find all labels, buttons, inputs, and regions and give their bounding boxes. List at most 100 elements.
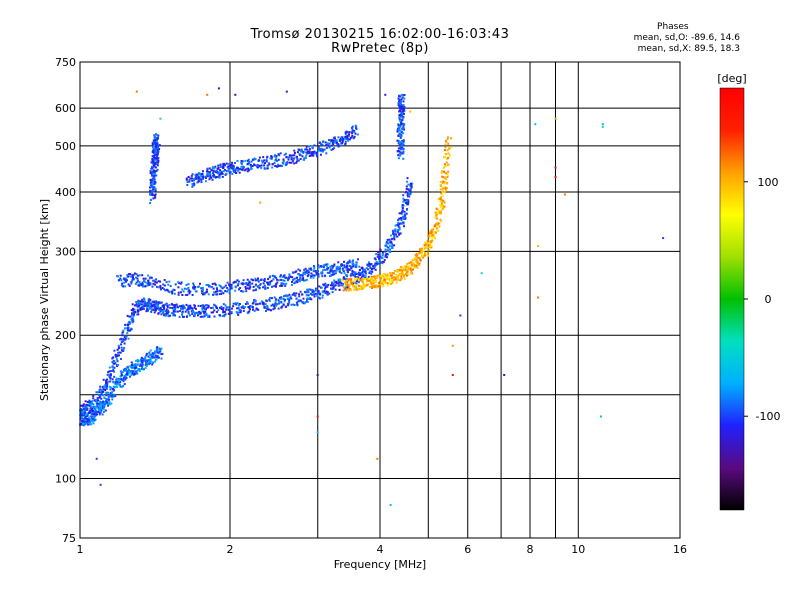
data-point: [334, 137, 336, 140]
data-point: [339, 281, 342, 284]
data-point: [147, 298, 150, 301]
data-point: [271, 303, 274, 306]
data-point: [203, 293, 206, 296]
x-tick-label: 6: [464, 543, 471, 556]
data-point: [215, 311, 218, 313]
data-point: [206, 290, 209, 293]
data-point: [252, 301, 255, 304]
data-point: [400, 98, 403, 101]
data-point: [82, 403, 85, 406]
data-point: [346, 136, 349, 139]
data-point: [262, 282, 265, 285]
data-point: [215, 305, 218, 308]
data-point: [229, 287, 232, 290]
data-point: [402, 140, 405, 143]
data-point: [278, 296, 281, 299]
colorbar-tick-label: -100: [756, 410, 781, 423]
data-point: [120, 346, 123, 349]
data-point: [304, 156, 307, 159]
data-point: [203, 305, 206, 308]
data-point: [88, 404, 91, 407]
data-point: [122, 369, 125, 371]
data-point: [153, 303, 156, 306]
data-point: [304, 291, 307, 294]
data-point: [116, 385, 119, 388]
data-point: [232, 166, 235, 169]
data-point: [309, 276, 312, 279]
data-point: [130, 318, 133, 321]
data-point: [315, 151, 318, 154]
data-point: [414, 265, 417, 268]
data-point: [177, 291, 180, 294]
data-point: [440, 212, 443, 215]
data-point: [397, 102, 400, 104]
y-tick-label: 600: [55, 102, 76, 115]
data-point: [151, 301, 154, 304]
data-point: [154, 360, 156, 363]
data-point: [274, 301, 277, 304]
data-point: [279, 164, 282, 167]
data-point: [127, 322, 130, 325]
data-point: [89, 418, 92, 421]
data-point: [109, 380, 112, 383]
data-point: [105, 380, 108, 383]
data-point: [130, 361, 133, 364]
data-point: [227, 162, 230, 165]
data-point: [327, 267, 330, 270]
data-point: [385, 274, 388, 277]
data-point: [156, 349, 158, 352]
data-point: [387, 242, 390, 245]
data-point: [125, 278, 128, 281]
data-point: [317, 146, 320, 149]
data-point: [201, 310, 204, 313]
data-point: [348, 285, 351, 288]
data-point: [237, 169, 239, 172]
data-point: [344, 138, 347, 140]
data-point: [201, 305, 204, 308]
data-point: [101, 385, 104, 388]
data-point: [83, 414, 85, 417]
data-point: [237, 167, 239, 170]
data-point: [256, 303, 259, 306]
data-point: [421, 250, 424, 253]
data-point: [403, 277, 406, 280]
data-point: [342, 282, 345, 285]
data-point: [320, 286, 323, 289]
data-point: [234, 302, 237, 305]
data-point: [218, 314, 221, 317]
data-point: [351, 130, 354, 133]
data-point: [311, 273, 314, 276]
data-point: [135, 359, 137, 362]
data-point: [99, 388, 102, 391]
data-point: [193, 286, 196, 289]
data-point: [253, 309, 256, 312]
data-point: [286, 279, 289, 282]
data-point: [114, 362, 117, 365]
data-point: [265, 159, 268, 162]
data-point: [223, 315, 226, 318]
data-point: [359, 288, 362, 290]
data-point: [166, 306, 169, 309]
data-point: [440, 210, 443, 213]
data-point: [443, 205, 446, 208]
data-point: [264, 306, 267, 309]
data-point: [274, 303, 277, 306]
data-point: [167, 310, 170, 313]
data-point: [151, 142, 154, 145]
data-point: [410, 268, 413, 271]
data-point: [320, 150, 323, 153]
data-point: [284, 284, 287, 287]
data-point: [89, 420, 92, 423]
data-point: [370, 281, 373, 284]
data-point: [123, 336, 126, 339]
data-point: [160, 288, 163, 291]
data-point: [115, 378, 118, 381]
data-point: [277, 307, 280, 310]
data-point: [142, 297, 145, 300]
data-point: [113, 360, 116, 363]
data-point: [447, 164, 450, 167]
data-point: [278, 302, 281, 305]
data-point: [133, 369, 136, 372]
data-point: [200, 287, 203, 290]
data-point: [366, 279, 369, 282]
